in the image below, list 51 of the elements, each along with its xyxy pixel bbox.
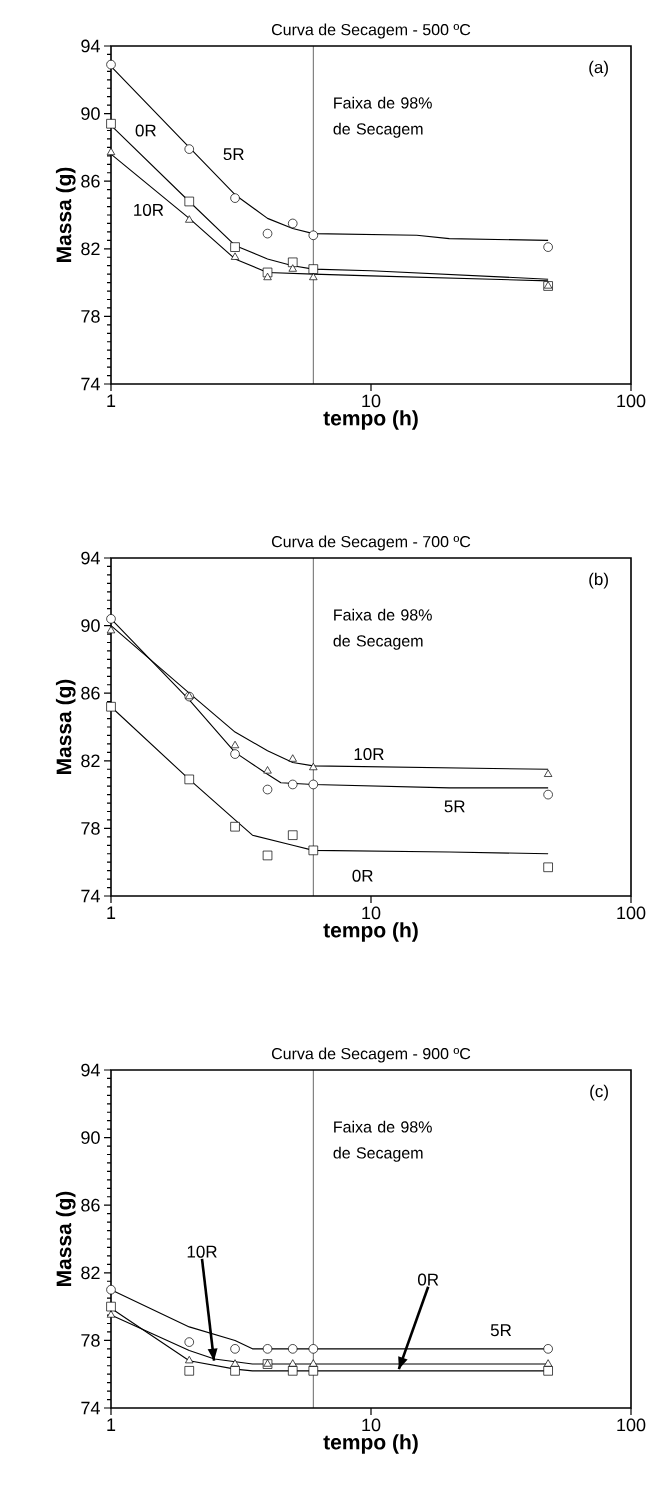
annotation: 10R (134, 203, 164, 216)
x-tick-label: 100 (617, 906, 646, 920)
chart-title: Curva de Secagem - 700 ºC (271, 535, 471, 551)
annotation: (a) (589, 60, 608, 77)
chart-title: Curva de Secagem - 900 ºC (271, 1047, 471, 1063)
y-tick-label: 82 (81, 754, 100, 768)
y-tick-label: 74 (81, 889, 100, 903)
y-tick-label: 82 (81, 242, 100, 256)
y-axis-title: Massa (g) (55, 167, 76, 263)
x-tick-label: 100 (617, 1418, 646, 1432)
x-tick-label: 1 (107, 1418, 116, 1431)
y-tick-label: 86 (81, 1198, 100, 1212)
x-tick-label: 10 (362, 1418, 381, 1432)
y-tick-label: 82 (81, 1266, 100, 1280)
y-tick-label: 94 (81, 1063, 100, 1077)
ref-line-label: Faixa de 98% de Secagem (333, 96, 432, 138)
y-tick-label: 78 (81, 310, 100, 323)
x-axis-title: tempo (h) (323, 922, 418, 942)
x-tick-label: 1 (107, 906, 116, 919)
annotation: 0R (135, 124, 156, 137)
y-tick-label: 74 (81, 377, 100, 391)
y-tick-label: 86 (81, 686, 100, 700)
y-tick-label: 94 (81, 551, 100, 565)
ref-line-label: Faixa de 98% de Secagem (333, 608, 432, 650)
y-tick-label: 90 (81, 107, 100, 120)
x-axis-title: tempo (h) (323, 410, 418, 430)
y-tick-label: 94 (81, 39, 100, 53)
chart-title: Curva de Secagem - 500 ºC (271, 23, 471, 39)
x-tick-label: 100 (617, 394, 646, 408)
y-tick-label: 86 (81, 174, 100, 188)
x-tick-label: 10 (362, 906, 381, 920)
ref-line-label: Faixa de 98% de Secagem (333, 1120, 432, 1162)
annotation: 5R (444, 800, 465, 813)
annotation: (b) (589, 572, 608, 589)
x-tick-label: 1 (107, 394, 116, 407)
annotation: 5R (223, 148, 244, 161)
x-tick-label: 10 (362, 394, 381, 408)
annotation: 10R (187, 1245, 217, 1258)
y-tick-label: 78 (81, 1334, 100, 1347)
y-tick-label: 74 (81, 1401, 100, 1415)
x-axis-title: tempo (h) (323, 1434, 418, 1454)
y-axis-title: Massa (g) (55, 1191, 76, 1287)
annotation: 0R (417, 1273, 439, 1286)
y-tick-label: 90 (81, 619, 100, 632)
annotation: 10R (354, 748, 384, 761)
annotation: 5R (490, 1324, 512, 1337)
y-tick-label: 78 (81, 822, 100, 835)
y-tick-label: 90 (81, 1131, 100, 1144)
annotation: 0R (352, 869, 373, 882)
y-axis-title: Massa (g) (55, 679, 76, 775)
annotation: (c) (590, 1084, 608, 1101)
